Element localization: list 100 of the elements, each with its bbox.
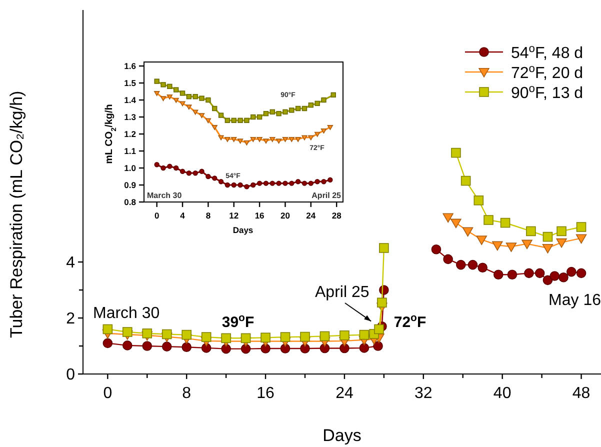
y-tick-label: 1.1 xyxy=(124,146,136,156)
point xyxy=(550,271,560,281)
point xyxy=(456,260,466,270)
point xyxy=(224,136,230,142)
y-tick-label: 0 xyxy=(66,366,76,384)
point xyxy=(270,109,275,114)
annotation: 39$^{o}$F xyxy=(222,312,254,331)
point xyxy=(212,176,218,181)
annotation: 72$^{o}$F xyxy=(394,312,426,331)
y-tick-label: 0.9 xyxy=(124,180,136,190)
point xyxy=(379,243,389,253)
point xyxy=(289,108,294,113)
point xyxy=(231,118,236,123)
point xyxy=(340,343,350,354)
point xyxy=(186,170,192,176)
x-axis-title: Days xyxy=(322,426,362,445)
point xyxy=(492,241,503,251)
y-tick-label: 4 xyxy=(66,254,76,272)
legend-label: 54$^{o}$F, 48 d xyxy=(511,43,584,62)
point xyxy=(506,242,517,252)
x-tick-label: 12 xyxy=(229,210,239,220)
point xyxy=(173,98,179,103)
point xyxy=(142,328,152,338)
point xyxy=(263,138,269,144)
point xyxy=(231,136,237,142)
point xyxy=(276,138,282,144)
point xyxy=(478,262,488,272)
point xyxy=(250,182,256,188)
point xyxy=(359,330,370,340)
y-tick-label: 1.0 xyxy=(124,162,136,173)
point xyxy=(238,118,243,123)
point xyxy=(308,135,314,140)
point xyxy=(237,138,244,144)
y-tick-label: 1.6 xyxy=(124,60,136,71)
point xyxy=(244,118,250,123)
point xyxy=(182,330,192,340)
point xyxy=(442,213,454,223)
point xyxy=(302,106,308,112)
point xyxy=(192,110,198,115)
point xyxy=(142,341,152,351)
point xyxy=(314,179,320,184)
point xyxy=(240,344,251,354)
point xyxy=(173,87,179,92)
point xyxy=(484,215,494,225)
x-tick-label: 0 xyxy=(103,385,112,402)
point xyxy=(270,180,275,186)
point xyxy=(507,270,518,280)
legend-label: 72$^{o}$F, 20 d xyxy=(511,63,584,82)
x-tick-label: 8 xyxy=(182,385,192,402)
point xyxy=(199,96,204,101)
point xyxy=(167,84,172,89)
point xyxy=(321,179,326,184)
point xyxy=(102,324,113,334)
point xyxy=(162,329,172,340)
point xyxy=(244,184,250,190)
point xyxy=(154,91,160,96)
point xyxy=(320,331,330,342)
point xyxy=(218,112,224,118)
x-tick-label: 28 xyxy=(332,210,342,220)
annotation: April 25 xyxy=(315,284,370,301)
point xyxy=(162,342,172,352)
point xyxy=(522,240,532,250)
point xyxy=(256,136,262,142)
point xyxy=(377,298,387,308)
point xyxy=(192,94,198,100)
point xyxy=(576,222,586,232)
point xyxy=(173,165,179,171)
point xyxy=(302,180,308,186)
point xyxy=(260,344,270,354)
point xyxy=(295,106,301,112)
point xyxy=(295,136,301,142)
point xyxy=(340,330,350,340)
annotation: April 25 xyxy=(312,191,342,200)
point xyxy=(300,344,310,354)
point xyxy=(205,118,212,124)
x-tick-label: 0 xyxy=(154,210,160,220)
x-tick-label: 16 xyxy=(254,210,265,220)
point xyxy=(250,136,256,142)
point xyxy=(500,218,510,228)
point xyxy=(450,218,462,228)
point xyxy=(308,102,314,108)
point xyxy=(122,340,132,350)
point xyxy=(250,114,256,120)
y-tick-label: 2 xyxy=(66,310,76,328)
y-tick-label: 1.3 xyxy=(124,112,136,122)
x-tick-label: 24 xyxy=(306,210,316,220)
annotation: March 30 xyxy=(93,305,160,322)
point xyxy=(218,135,224,140)
point xyxy=(558,272,568,282)
point xyxy=(300,332,310,342)
point xyxy=(160,82,166,88)
point xyxy=(212,106,218,112)
point xyxy=(373,341,383,351)
point xyxy=(542,244,554,254)
point xyxy=(493,270,504,280)
point xyxy=(206,174,211,180)
point xyxy=(280,332,290,342)
point xyxy=(321,97,326,103)
point xyxy=(374,324,384,334)
annotation: March 30 xyxy=(147,191,182,200)
